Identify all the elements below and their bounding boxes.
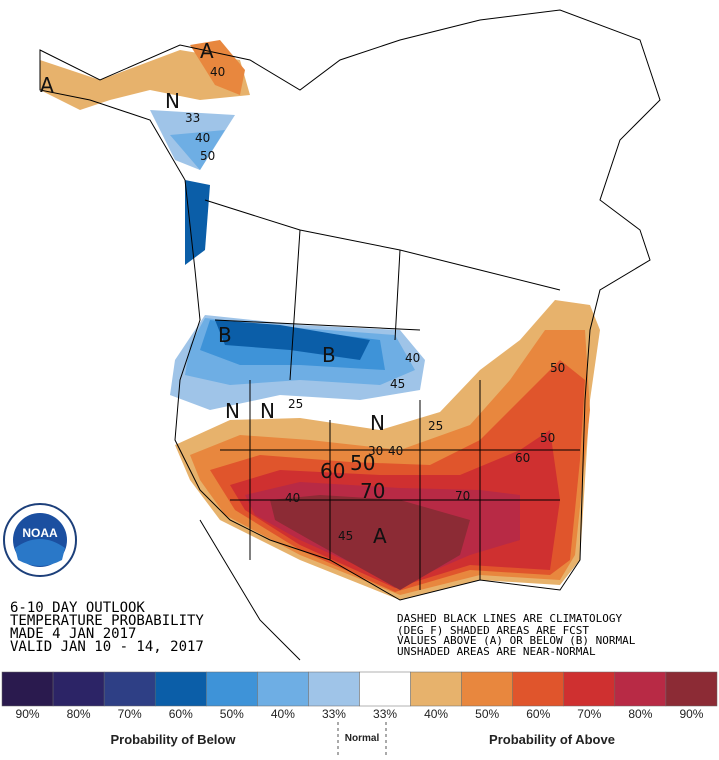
map-label: A <box>40 73 54 97</box>
header-line: TEMPERATURE PROBABILITY <box>10 613 204 629</box>
map-label: N <box>165 89 180 113</box>
map-label: A <box>200 39 214 63</box>
map-label: N <box>370 411 385 435</box>
legend-swatch <box>52 671 105 707</box>
legend-normal: Normal <box>345 733 380 744</box>
legend-swatch <box>257 671 309 707</box>
map-label: 50 <box>350 451 375 475</box>
legend-label: 40% <box>271 707 295 721</box>
map-label: 30 <box>368 444 383 458</box>
noaa-logo: NOAA <box>3 503 77 577</box>
legend-swatch <box>410 671 462 707</box>
legend-swatch <box>103 671 156 707</box>
legend-swatch <box>563 671 616 707</box>
map-label: 50 <box>550 361 565 375</box>
map-label: N <box>225 399 240 423</box>
legend-swatch <box>512 671 565 707</box>
legend-label: 60% <box>526 707 550 721</box>
map-label: 45 <box>390 377 405 391</box>
legend-swatch <box>1 671 54 707</box>
legend-label: 60% <box>169 707 193 721</box>
legend-label: 50% <box>475 707 499 721</box>
logo-text: NOAA <box>22 526 58 540</box>
map-labels: A N N B B N N A A 40 33 40 50 25 45 40 2… <box>40 39 565 548</box>
note-line: VALUES ABOVE (A) OR BELOW (B) NORMAL <box>397 634 636 647</box>
legend-label: 33% <box>322 707 346 721</box>
legend-label: 40% <box>424 707 448 721</box>
map-label: B <box>322 343 336 367</box>
note-line: DASHED BLACK LINES ARE CLIMATOLOGY <box>397 612 623 625</box>
map-label: A <box>373 524 387 548</box>
map-outline <box>39 9 661 661</box>
legend: 90% 80% 70% 60% 50% 40% 33% 33% 40% 50% 60% 70% 80% 9… <box>1 671 718 721</box>
map-label: 40 <box>405 351 420 365</box>
legend-swatch <box>308 671 360 707</box>
map-label: 40 <box>195 131 210 145</box>
legend-swatch <box>154 671 207 707</box>
legend-label: 33% <box>373 707 397 721</box>
map-shading <box>40 40 600 600</box>
map-label: 33 <box>185 111 200 125</box>
map-label: 45 <box>338 529 353 543</box>
note-line: UNSHADED AREAS ARE NEAR-NORMAL <box>397 645 596 658</box>
map-label: 50 <box>200 149 215 163</box>
header-line: 6-10 DAY OUTLOOK <box>10 600 145 616</box>
legend-above: Probability of Above <box>489 732 615 747</box>
map-label: 70 <box>360 479 385 503</box>
map-label: 40 <box>210 65 225 79</box>
map-label: 25 <box>428 419 443 433</box>
map-label: 40 <box>388 444 403 458</box>
map-label: 25 <box>288 397 303 411</box>
legend-label: 80% <box>628 707 652 721</box>
note-line: (DEG F) SHADED AREAS ARE FCST <box>397 624 589 637</box>
legend-label: 80% <box>67 707 91 721</box>
map-label: B <box>218 323 232 347</box>
legend-label: 50% <box>220 707 244 721</box>
legend-swatch <box>206 671 258 707</box>
header-line: VALID JAN 10 - 14, 2017 <box>10 639 204 655</box>
legend-swatch <box>461 671 513 707</box>
map-label: N <box>260 399 275 423</box>
legend-swatch <box>359 671 411 707</box>
map-label: 70 <box>455 489 470 503</box>
header-line: MADE 4 JAN 2017 <box>10 626 136 642</box>
legend-label: 90% <box>16 707 40 721</box>
legend-label: 70% <box>577 707 601 721</box>
map-label: 50 <box>540 431 555 445</box>
legend-label: 90% <box>679 707 703 721</box>
note-block: DASHED BLACK LINES ARE CLIMATOLOGY (DEG … <box>397 612 636 658</box>
legend-swatch <box>665 671 718 707</box>
header-block: 6-10 DAY OUTLOOK TEMPERATURE PROBABILITY… <box>10 600 204 655</box>
map-label: 60 <box>515 451 530 465</box>
map-label: 60 <box>320 459 345 483</box>
legend-below: Probability of Below <box>111 732 237 747</box>
map-label: 40 <box>285 491 300 505</box>
legend-swatch <box>614 671 667 707</box>
legend-label: 70% <box>118 707 142 721</box>
